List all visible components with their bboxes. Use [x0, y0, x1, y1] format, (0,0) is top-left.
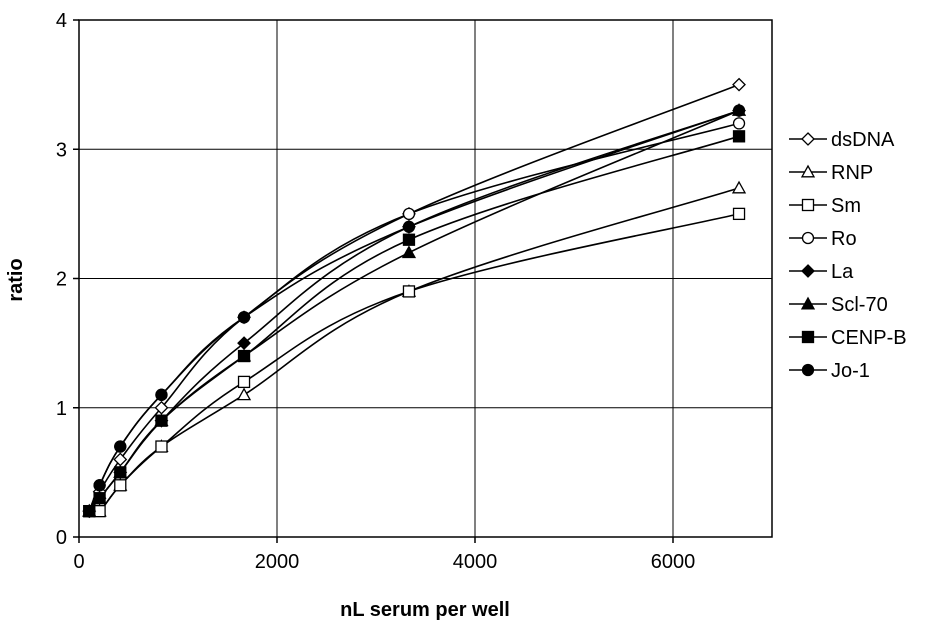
legend-label: CENP-B [831, 327, 907, 349]
series-line-cenp-b [88, 135, 740, 512]
axis-ticks [73, 19, 674, 543]
data-point-dsdna [113, 452, 128, 467]
y-tick-label: 2 [56, 269, 67, 291]
legend-item-jo-1: Jo-1 [789, 360, 870, 382]
series-markers [82, 77, 747, 519]
legend-item-sm: Sm [789, 195, 861, 217]
data-point-ro [402, 207, 416, 221]
y-tick-label: 1 [56, 398, 67, 420]
y-tick-label: 0 [56, 527, 67, 549]
data-point-cenp-b [114, 466, 127, 479]
legend-item-ro: Ro [789, 228, 857, 250]
legend-marker [801, 264, 815, 278]
series-line-jo-1 [88, 109, 740, 512]
legend-marker [801, 132, 815, 146]
x-axis-title: nL serum per well [340, 599, 510, 621]
legend-marker [801, 363, 815, 377]
series-line-la [88, 109, 740, 512]
series-line-scl-70 [88, 109, 740, 512]
series-line-sm [89, 213, 740, 514]
data-point-cenp-b [402, 233, 416, 246]
data-point-jo-1 [402, 220, 416, 233]
legend-item-cenp-b: CENP-B [789, 327, 907, 349]
x-tick-label: 0 [73, 551, 84, 573]
data-point-sm [155, 440, 168, 453]
y-axis-title: ratio [5, 258, 27, 301]
legend-label: Ro [831, 228, 857, 250]
data-point-scl-70 [401, 245, 417, 259]
data-point-jo-1 [114, 440, 127, 453]
legend-label: RNP [831, 162, 873, 184]
data-point-cenp-b [732, 130, 746, 143]
y-axis-tick-labels: 0 1 2 3 4 [56, 10, 67, 549]
x-tick-label: 2000 [255, 551, 300, 573]
data-point-jo-1 [93, 479, 106, 492]
x-axis-tick-labels: 0 2000 4000 6000 [73, 551, 695, 573]
data-point-dsdna [732, 77, 746, 92]
data-point-cenp-b [155, 414, 168, 427]
legend-marker [801, 330, 815, 344]
y-tick-label: 4 [56, 10, 67, 32]
series-line-dsdna [88, 83, 740, 512]
legend-label: Scl-70 [831, 294, 888, 316]
x-tick-label: 4000 [453, 551, 498, 573]
legend-label: La [831, 261, 854, 283]
legend-label: dsDNA [831, 129, 895, 151]
data-point-jo-1 [155, 388, 168, 401]
data-point-jo-1 [237, 311, 251, 324]
grid-lines [79, 20, 772, 537]
data-point-rnp [236, 387, 252, 401]
data-point-jo-1 [83, 504, 96, 518]
data-point-jo-1 [732, 104, 746, 117]
legend: dsDNA RNP Sm Ro La Scl-70 CENP-B Jo-1 [789, 129, 907, 382]
data-point-sm [732, 207, 746, 221]
legend-marker [801, 231, 815, 245]
data-point-cenp-b [237, 349, 251, 363]
legend-label: Jo-1 [831, 360, 870, 382]
legend-item-scl-70: Scl-70 [789, 294, 888, 316]
x-tick-label: 6000 [651, 551, 696, 573]
legend-item-la: La [789, 261, 854, 283]
data-point-sm [114, 479, 127, 492]
data-point-rnp [731, 180, 747, 194]
series-line-ro [88, 122, 740, 512]
legend-label: Sm [831, 195, 861, 217]
legend-marker [801, 198, 815, 212]
data-point-cenp-b [93, 492, 106, 505]
legend-marker [800, 164, 816, 178]
y-tick-label: 3 [56, 139, 67, 161]
data-point-ro [732, 117, 746, 130]
data-point-sm [402, 285, 416, 298]
legend-item-rnp: RNP [789, 162, 873, 184]
legend-item-dsdna: dsDNA [789, 129, 895, 151]
data-point-sm [237, 375, 251, 389]
legend-marker [800, 296, 816, 310]
